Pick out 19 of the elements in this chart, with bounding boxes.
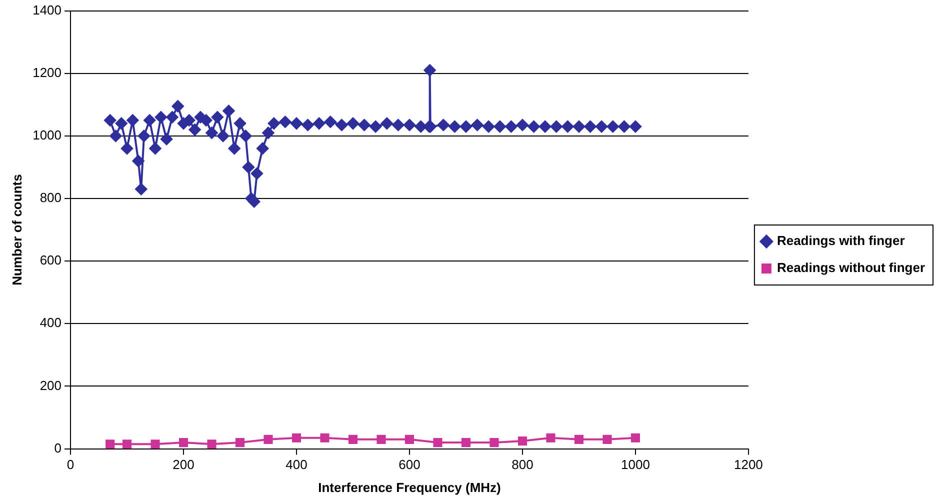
y-axis-title: Number of counts <box>9 174 24 286</box>
y-tick-label: 400 <box>40 315 62 330</box>
x-tick-label: 1000 <box>621 457 650 472</box>
x-tick-label: 0 <box>66 457 74 472</box>
y-tick-label: 200 <box>40 378 62 393</box>
y-tick-label: 800 <box>40 190 62 206</box>
legend-label: Readings without finger <box>776 260 926 276</box>
x-tick-label: 800 <box>512 457 534 472</box>
y-tick-label: 1000 <box>32 128 62 143</box>
y-tick-label: 600 <box>40 252 62 268</box>
x-tick-label: 1200 <box>734 457 763 472</box>
y-tick-label: 0 <box>54 440 62 456</box>
x-tick-label: 400 <box>286 457 308 472</box>
x-tick-label: 600 <box>398 457 420 472</box>
y-tick-label: 1400 <box>32 2 62 18</box>
y-tick-label: 1200 <box>32 64 62 80</box>
x-axis-title: Interference Frequency (MHz) <box>318 480 501 495</box>
x-tick-label: 200 <box>172 457 194 472</box>
legend-label: Readings with finger <box>776 233 905 248</box>
